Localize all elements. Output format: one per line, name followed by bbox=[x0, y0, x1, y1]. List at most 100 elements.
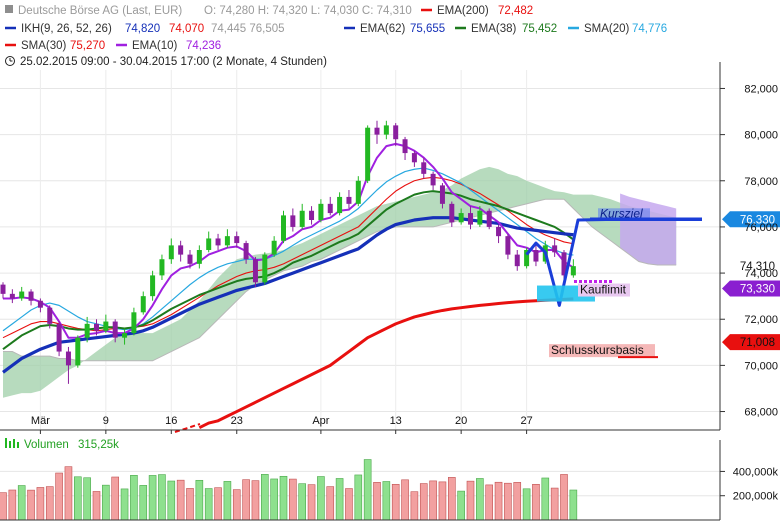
volume-bar bbox=[92, 491, 101, 521]
candle-body bbox=[84, 323, 90, 338]
volume-axis: 200,000k 400,000k bbox=[0, 440, 779, 521]
candle-body bbox=[252, 259, 258, 283]
candle-body bbox=[103, 321, 109, 331]
volume-bar bbox=[401, 479, 409, 521]
time-axis: Mär 9 16 23 Apr 13 20 27 bbox=[0, 415, 720, 434]
last-price-label: 74,310 bbox=[740, 261, 775, 273]
forecast-path bbox=[525, 217, 621, 307]
volume-bar bbox=[195, 479, 204, 521]
y-tick-label: 68,000 bbox=[744, 407, 778, 419]
candle-body bbox=[393, 125, 399, 140]
volume-bar bbox=[232, 489, 241, 521]
y-tick-label: 82,000 bbox=[744, 83, 778, 95]
schlusskursbasis-box bbox=[549, 344, 655, 358]
x-tick-label: 20 bbox=[455, 415, 467, 427]
legend-row-2: IKH(9, 26, 52, 26) 74,820 74,070 74,445 … bbox=[5, 23, 667, 35]
volume-bar bbox=[120, 488, 129, 521]
candle-body bbox=[262, 254, 268, 283]
cloud-area bbox=[3, 166, 677, 398]
price-legend-icon bbox=[5, 5, 13, 13]
y-tick-label: 76,000 bbox=[744, 222, 778, 234]
sma20-legend-value: 74,776 bbox=[632, 23, 667, 35]
candle-body bbox=[496, 226, 502, 237]
volume-bar bbox=[45, 486, 54, 521]
price-legend-stats: O: 74,280 H: 74,320 L: 74,030 C: 74,310 bbox=[204, 5, 412, 17]
candle-body bbox=[309, 210, 315, 220]
volume-bar bbox=[410, 491, 419, 521]
volume-bar bbox=[504, 482, 512, 521]
candle-body bbox=[327, 203, 333, 214]
candle-body bbox=[374, 127, 380, 135]
volume-bar bbox=[270, 478, 278, 521]
ema200-line bbox=[198, 297, 574, 430]
candle-body bbox=[131, 312, 137, 334]
volume-bar bbox=[438, 481, 447, 521]
kauflimit-badge bbox=[722, 280, 780, 297]
ema200-extension bbox=[174, 423, 201, 433]
volume-bar bbox=[560, 474, 568, 521]
volume-bar bbox=[130, 475, 138, 521]
ema62-legend-label: EMA(62) bbox=[360, 23, 406, 35]
candle-body bbox=[75, 337, 81, 366]
kauflimit-label: Kauflimit bbox=[580, 283, 627, 297]
candle-body bbox=[318, 203, 324, 220]
volume-bar bbox=[391, 483, 400, 521]
candle-body bbox=[178, 245, 184, 255]
volume-bar bbox=[532, 483, 540, 521]
volume-bar bbox=[251, 480, 260, 521]
candle-body bbox=[65, 351, 71, 366]
volume-bar bbox=[335, 478, 344, 521]
volume-bar bbox=[298, 483, 307, 521]
candle-body bbox=[411, 153, 417, 163]
ikh-legend-label: IKH(9, 26, 52, 26) bbox=[21, 23, 112, 35]
volume-bar bbox=[223, 481, 232, 521]
candle-body bbox=[94, 323, 99, 331]
price-axis: 68,000 70,000 72,000 74,000 76,000 78,000 80,0… bbox=[719, 62, 778, 430]
volume-bar bbox=[158, 474, 166, 521]
legend-row-4: 25.02.2015 09:00 - 30.04.2015 17:00 (2 M… bbox=[5, 56, 327, 68]
ema10-legend-label: EMA(10) bbox=[132, 40, 178, 52]
candle-body bbox=[281, 215, 286, 241]
candle-body bbox=[346, 196, 352, 204]
volume-bar bbox=[139, 485, 148, 521]
x-tick-label: 13 bbox=[390, 415, 402, 427]
senkou-b-line bbox=[3, 198, 677, 362]
schlusskursbasis-badge-label: 71,008 bbox=[740, 337, 775, 349]
price-legend-label: Deutsche Börse AG (Last, EUR) bbox=[18, 5, 182, 17]
volume-bar bbox=[242, 479, 250, 521]
candle-body bbox=[524, 250, 530, 267]
volume-bar bbox=[17, 485, 26, 521]
volume-header: Volumen 315,25k bbox=[5, 438, 119, 451]
candle-body bbox=[290, 215, 296, 227]
kauflimit-badge-label: 73,330 bbox=[740, 284, 775, 296]
volume-bar bbox=[354, 474, 363, 521]
legend-row-3: SMA(30) 75,270 EMA(10) 74,236 bbox=[5, 40, 221, 52]
kursziel-label: Kursziel bbox=[600, 206, 643, 220]
candles bbox=[0, 120, 576, 384]
ema10-line bbox=[3, 142, 574, 339]
volume-bar bbox=[102, 484, 110, 521]
volume-tick-label: 200,000k bbox=[733, 491, 779, 503]
volume-bar bbox=[186, 488, 194, 521]
volume-bar bbox=[429, 480, 437, 521]
volume-last-value: 315,25k bbox=[78, 439, 119, 451]
volume-bar bbox=[27, 489, 35, 521]
candle-body bbox=[458, 213, 464, 223]
x-tick-label: 27 bbox=[520, 415, 532, 427]
schlusskursbasis-badge bbox=[722, 334, 780, 351]
volume-bar bbox=[214, 487, 222, 521]
candle-body bbox=[56, 323, 62, 352]
x-tick-label: 23 bbox=[231, 415, 243, 427]
volume-bar bbox=[8, 489, 17, 521]
volume-bar bbox=[55, 472, 63, 521]
volume-bar bbox=[148, 475, 157, 521]
volume-bar bbox=[307, 484, 316, 521]
candle-body bbox=[299, 210, 305, 227]
candle-body bbox=[561, 252, 567, 276]
ema10-legend-value: 74,236 bbox=[186, 40, 221, 52]
kursziel-badge-label: 76,330 bbox=[740, 214, 775, 226]
volume-bar bbox=[64, 466, 73, 521]
candle-body bbox=[187, 254, 193, 264]
volume-tick-label: 400,000k bbox=[733, 466, 779, 478]
volume-bar bbox=[167, 480, 176, 521]
